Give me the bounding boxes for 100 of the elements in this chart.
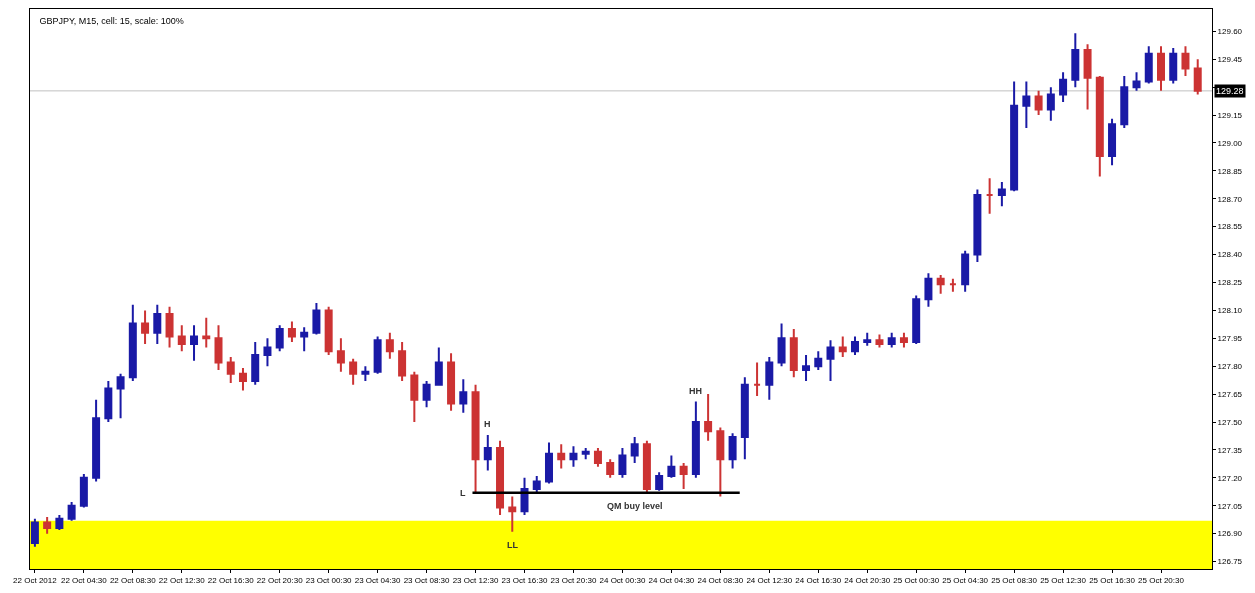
y-tick-label: 128.40 [1217,250,1243,260]
candlestick [618,447,627,479]
candlestick [1083,43,1092,111]
y-tick-label: 127.95 [1217,334,1243,344]
candlestick [740,376,749,461]
candlestick [116,372,125,420]
candlestick [973,188,982,264]
candlestick [190,324,199,362]
y-tick-label: 126.75 [1217,557,1243,567]
annotation: H [484,419,491,429]
candlestick [581,447,590,461]
y-tick-label: 127.65 [1217,389,1243,399]
candlestick [606,458,615,479]
candlestick [312,301,321,336]
y-tick-label: 127.50 [1217,417,1243,427]
text: GBPJPY, M15, cell: 15, scale: 100% [39,15,184,26]
candlestick [924,272,933,308]
candlestick [1132,71,1141,92]
candlestick [165,305,174,349]
candlestick [177,324,186,353]
candlestick [373,335,382,375]
candlestick [704,393,713,442]
x-tick-label: 23 Oct 08:30 [403,575,451,585]
x-tick-label: 25 Oct 20:30 [1138,575,1185,585]
x-tick-label: 24 Oct 20:30 [844,575,891,585]
y-tick-label: 128.55 [1217,222,1243,232]
x-tick-label: 24 Oct 08:30 [697,575,744,585]
candlestick [887,331,896,349]
candlestick [275,324,284,353]
candlestick [569,445,578,468]
x-tick-label: 22 Oct 16:30 [207,575,255,585]
candlestick [410,370,419,424]
candlestick [251,341,260,386]
candlestick [630,435,639,464]
candlestick [422,380,431,409]
candlestick [226,355,235,384]
candlestick [1034,89,1043,117]
candlestick [765,355,774,401]
candlestick [447,352,456,412]
candlestick [496,439,505,517]
candlestick [1059,71,1068,104]
candlestick [1157,45,1165,92]
y-tick-label: 129.60 [1217,27,1243,37]
x-tick-label: 25 Oct 00:30 [893,575,940,585]
candlestick [1022,80,1031,130]
candlestick [814,350,823,371]
x-tick-label: 23 Oct 20:30 [550,575,597,585]
candlestick [104,380,113,424]
x-tick-label: 25 Oct 08:30 [991,575,1038,585]
x-tick-label: 25 Oct 12:30 [1040,575,1087,585]
candlestick [336,337,345,373]
candlestick [789,328,798,379]
candlestick [544,441,553,485]
candlestick [434,346,443,386]
candlestick [1144,45,1153,85]
candlestick [679,461,688,490]
x-tick-label: 24 Oct 12:30 [746,575,793,585]
y-tick-label: 127.20 [1217,473,1243,483]
y-tick-label: 126.90 [1217,529,1243,539]
candlestick [826,339,835,383]
candlestick [398,341,407,383]
candlestick [655,471,664,492]
annotation: L [460,488,466,498]
x-tick-label: 23 Oct 12:30 [452,575,499,585]
candlestick [593,447,602,468]
candlestick [55,514,64,531]
candlestick [728,432,737,470]
candlestick [128,303,137,383]
candlestick [753,361,762,397]
x-tick-label: 24 Oct 16:30 [795,575,842,585]
candlestick [716,426,725,498]
candlestick [1193,58,1202,96]
candlestick [1071,32,1080,89]
y-tick-label: 128.70 [1217,194,1243,204]
y-tick-label: 129.00 [1217,138,1243,148]
candlestick [1120,74,1129,130]
candlestick [459,378,468,414]
candlestick [141,309,150,345]
x-tick-label: 23 Oct 16:30 [501,575,548,585]
candlestick [287,320,296,344]
candlestick [948,277,957,293]
x-tick-label: 25 Oct 16:30 [1089,575,1136,585]
candlestick [1010,80,1019,193]
candlestick [300,326,309,353]
candlestick [385,331,394,360]
candlestick [43,515,52,535]
x-tick-label: 23 Oct 00:30 [305,575,353,585]
x-tick-label: 22 Oct 12:30 [158,575,206,585]
candlestick [1046,86,1055,122]
candlestick [850,335,859,357]
x-tick-label: 23 Oct 04:30 [354,575,402,585]
candlestick [92,398,101,483]
candlestick [985,177,994,215]
y-tick-label: 128.25 [1217,278,1243,288]
y-tick-label: 127.35 [1217,445,1243,455]
candlestick [691,400,700,479]
x-tick-label: 24 Oct 04:30 [648,575,695,585]
y-tick-label: 127.05 [1217,501,1243,511]
y-tick-label: 128.85 [1217,166,1243,176]
candlestick [238,367,247,392]
